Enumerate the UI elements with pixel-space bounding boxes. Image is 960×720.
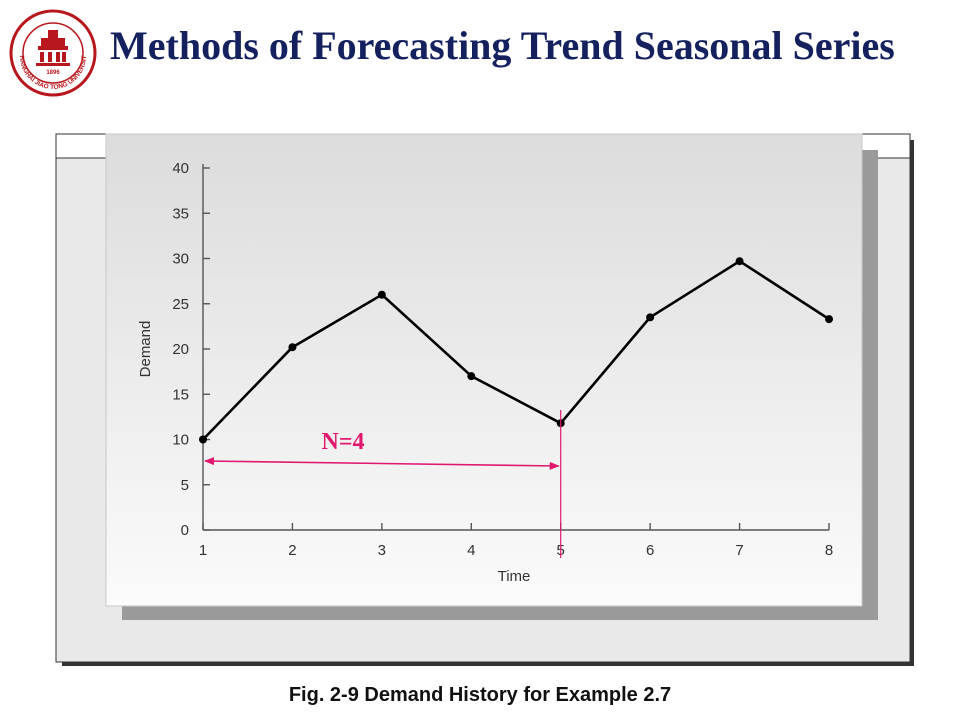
y-tick-label: 40: [172, 160, 189, 177]
x-tick-label: 6: [646, 542, 654, 559]
y-tick-label: 25: [172, 296, 189, 313]
x-tick-label: 3: [378, 542, 386, 559]
y-tick-label: 30: [172, 251, 189, 268]
university-logo: SHANGHAI JIAO TONG UNIVERSITY 1896: [8, 8, 97, 97]
y-tick-label: 5: [181, 477, 189, 494]
annotation-arrow: [204, 457, 560, 470]
annotation-label: N=4: [321, 429, 364, 455]
data-point: [735, 257, 744, 266]
x-tick-label: 7: [735, 542, 743, 559]
data-point: [467, 372, 476, 381]
x-axis-label: Time: [498, 568, 531, 585]
y-tick-label: 15: [172, 386, 189, 403]
x-tick-label: 8: [825, 542, 833, 559]
y-tick-label: 10: [172, 432, 189, 449]
slide-title: Methods of Forecasting Trend Seasonal Se…: [110, 23, 895, 68]
chart-annotation: N=4: [204, 410, 562, 558]
y-tick-label: 35: [172, 205, 189, 222]
y-tick-label: 0: [181, 522, 189, 539]
figure-caption: Fig. 2-9 Demand History for Example 2.7: [288, 684, 672, 706]
x-tick-label: 2: [288, 542, 296, 559]
data-point: [646, 313, 655, 322]
y-tick-label: 20: [172, 341, 189, 358]
data-point: [825, 315, 833, 324]
y-axis-label: Demand: [137, 321, 154, 378]
data-point: [288, 343, 297, 352]
x-tick-label: 1: [199, 542, 207, 559]
logo-year: 1896: [46, 70, 60, 76]
chart-panel: [105, 133, 863, 607]
x-tick-label: 4: [467, 542, 475, 559]
chart-axes: 051015202530354012345678TimeDemand: [137, 160, 833, 585]
series-line: [202, 259, 830, 441]
chart-marks: [199, 257, 833, 444]
data-point: [377, 290, 386, 299]
seal-building-icon: [36, 30, 70, 66]
data-point: [199, 435, 207, 444]
